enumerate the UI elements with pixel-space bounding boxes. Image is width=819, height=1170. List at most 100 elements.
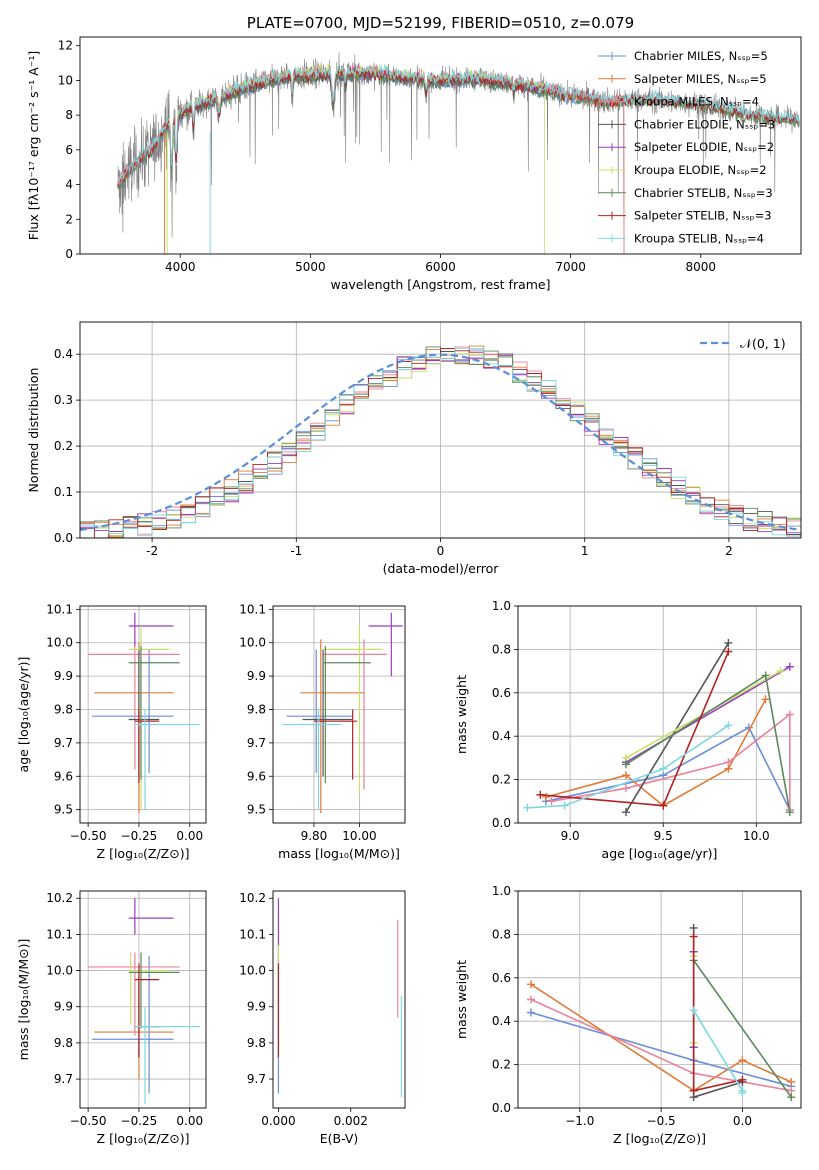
legend-label-chabrier_miles: Chabrier MILES, Nₛₛₚ=5 (634, 49, 768, 63)
weight-line-chabrier_elodie (625, 642, 730, 813)
x-tick-label: −0.50 (70, 829, 107, 843)
weight-marker-chabrier_elodie (689, 923, 698, 932)
x-tick-label: 9.0 (561, 829, 580, 843)
weight-line-kroupa_stelib (527, 724, 729, 809)
y-tick-label: 6 (65, 143, 73, 157)
x-tick-label: 4000 (165, 260, 196, 274)
y-tick-label: 0.4 (492, 1014, 511, 1028)
y-tick-label: 9.5 (54, 803, 73, 817)
weight-marker-kroupa_elodie (776, 667, 785, 676)
y-tick-label: 10.1 (239, 602, 266, 616)
model-spectrum-chabrier_stelib (117, 70, 800, 189)
y-axis-label: age [log₁₀(age/yr)] (16, 657, 31, 773)
plot-area-residuals (80, 345, 801, 538)
y-tick-label: 0.4 (492, 729, 511, 743)
x-tick-label: 9.5 (654, 829, 673, 843)
plot-area-mass_vs_Z (88, 898, 200, 1105)
y-tick-label: 2 (65, 212, 73, 226)
model-spectrum-kroupa_stelib (117, 63, 800, 184)
weight-marker-salpeter_miles (787, 1077, 796, 1086)
legend-label-chabrier_elodie: Chabrier ELODIE, Nₛₛₚ=3 (634, 117, 775, 131)
y-tick-label: 9.6 (247, 769, 266, 783)
y-tick-label: 0.0 (492, 1101, 511, 1115)
residual-legend: 𝒩(0, 1) (700, 336, 786, 351)
weight-marker-salpeter_stelib (689, 932, 698, 941)
x-tick-label: 6000 (425, 260, 456, 274)
x-axis-label: Z [log₁₀(Z/Z⊙)] (97, 846, 190, 861)
y-axis-label: Normed distribution (26, 368, 41, 493)
weight-marker-salpeter_stelib (738, 1075, 747, 1084)
y-tick-label: 10.1 (46, 602, 73, 616)
y-tick-label: 0.6 (492, 971, 511, 985)
legend-label-kroupa_miles: Kroupa MILES, Nₛₛₚ=4 (634, 95, 759, 109)
weight-marker-salpeter_stelib (536, 790, 545, 799)
plot-area-weight_vs_Z (527, 923, 796, 1102)
legend-label-kroupa_elodie: Kroupa ELODIE, Nₛₛₚ=2 (634, 163, 767, 177)
weight-line-kroupa_miles (551, 712, 791, 810)
weight-marker-kroupa_stelib (738, 1088, 747, 1097)
y-tick-label: 0.8 (492, 642, 511, 656)
y-tick-label: 0.2 (54, 439, 73, 453)
weight-line-salpeter_miles (545, 698, 767, 807)
weight-marker-chabrier_stelib (787, 1093, 796, 1102)
legend-label-chabrier_stelib: Chabrier STELIB, Nₛₛₚ=3 (634, 186, 773, 200)
y-tick-label: 1.0 (492, 884, 511, 898)
y-tick-label: 0 (65, 247, 73, 261)
x-tick-label: −0.50 (70, 1114, 107, 1128)
panel-residuals: -2 -1 0 1 2 0.0 0.1 0.2 0.3 0.4 (data-model)/error… (26, 321, 802, 576)
axes-frame (517, 890, 802, 1109)
x-tick-label: 1 (581, 544, 589, 558)
x-tick-label: 0.0 (733, 1114, 752, 1128)
weight-marker-chabrier_stelib (621, 760, 630, 769)
x-tick-label: 10.0 (743, 829, 770, 843)
x-axis-label: Z [log₁₀(Z/Z⊙)] (97, 1131, 190, 1146)
weight-marker-chabrier_elodie (621, 808, 630, 817)
chart-title: PLATE=0700, MJD=52199, FIBERID=0510, z=0… (247, 14, 634, 32)
weight-marker-kroupa_miles (724, 758, 733, 767)
y-tick-label: 0.3 (54, 393, 73, 407)
weight-marker-kroupa_miles (527, 995, 536, 1004)
x-tick-label: 8000 (686, 260, 717, 274)
y-axis-label: Flux [fλ10⁻¹⁷ erg cm⁻² s⁻¹ A⁻¹] (26, 51, 41, 240)
axes-frame (79, 890, 207, 1109)
weight-marker-salpeter_miles (621, 771, 630, 780)
weight-line-salpeter_miles (530, 983, 792, 1092)
x-tick-label: −0.25 (121, 1114, 158, 1128)
weight-marker-salpeter_stelib (689, 1086, 698, 1095)
weight-marker-salpeter_miles (527, 980, 536, 989)
y-tick-label: 10.1 (46, 927, 73, 941)
y-tick-label: 9.8 (247, 1036, 266, 1050)
y-tick-label: 9.9 (54, 1000, 73, 1014)
y-tick-label: 10.0 (239, 964, 266, 978)
y-tick-label: 9.5 (247, 803, 266, 817)
plot-area-age_vs_Z (88, 612, 200, 813)
residual-histogram-kroupa_stelib (80, 347, 801, 537)
normal-curve (80, 353, 799, 531)
weight-marker-kroupa_stelib (724, 721, 733, 730)
y-tick-label: 9.7 (247, 736, 266, 750)
y-tick-label: 0.0 (54, 531, 73, 545)
weight-marker-kroupa_miles (621, 784, 630, 793)
y-axis-label: mass weight (454, 960, 469, 1039)
y-tick-label: 1.0 (492, 599, 511, 613)
x-tick-label: −0.25 (121, 829, 158, 843)
residual-histogram-chabrier_miles (80, 349, 801, 538)
x-tick-label: 5000 (295, 260, 326, 274)
x-tick-label: 10.00 (342, 829, 376, 843)
x-tick-label: -1 (290, 544, 302, 558)
weight-marker-kroupa_stelib (689, 1006, 698, 1015)
y-tick-label: 0.4 (54, 347, 73, 361)
x-axis-label: (data-model)/error (383, 561, 500, 576)
y-tick-label: 10.1 (239, 927, 266, 941)
weight-marker-salpeter_miles (738, 1056, 747, 1065)
weight-line-chabrier_stelib (693, 959, 792, 1098)
y-tick-label: 0.8 (492, 927, 511, 941)
weight-marker-salpeter_elodie (785, 662, 794, 671)
y-tick-label: 9.9 (247, 1000, 266, 1014)
weight-marker-kroupa_stelib (659, 764, 668, 773)
weight-marker-chabrier_stelib (761, 671, 770, 680)
y-tick-label: 10.2 (46, 891, 73, 905)
y-tick-label: 0.1 (54, 485, 73, 499)
x-axis-label: wavelength [Angstrom, rest frame] (330, 277, 550, 292)
x-tick-label: 0 (437, 544, 445, 558)
